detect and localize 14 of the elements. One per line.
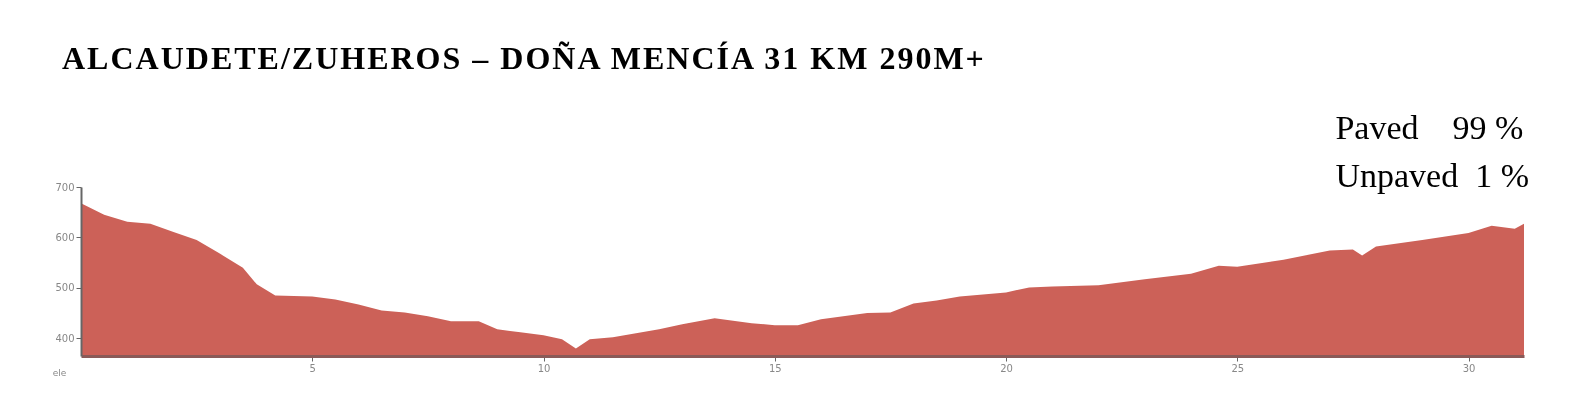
annotation: Unpaved 1 %: [1335, 156, 1529, 196]
x-tick-label: 25: [1231, 362, 1245, 374]
x-tick-label: 5: [309, 362, 316, 374]
y-axis-title: ele: [52, 367, 67, 378]
text: Paved 99 %: [1335, 108, 1525, 148]
x-tick-label: 10: [537, 362, 551, 374]
chart-title: ALCAUDETE/ZUHEROS – DOÑA MENCÍA 31 KM 290M+: [62, 40, 986, 77]
y-tick-label: 400: [55, 332, 75, 344]
x-tick-label: 30: [1462, 362, 1476, 374]
y-tick-label: 600: [55, 231, 75, 243]
x-tick-label: 15: [768, 362, 782, 374]
x-tick-label: 20: [1000, 362, 1013, 374]
y-tick-label: 700: [55, 181, 75, 193]
y-tick-label: 500: [55, 282, 75, 294]
